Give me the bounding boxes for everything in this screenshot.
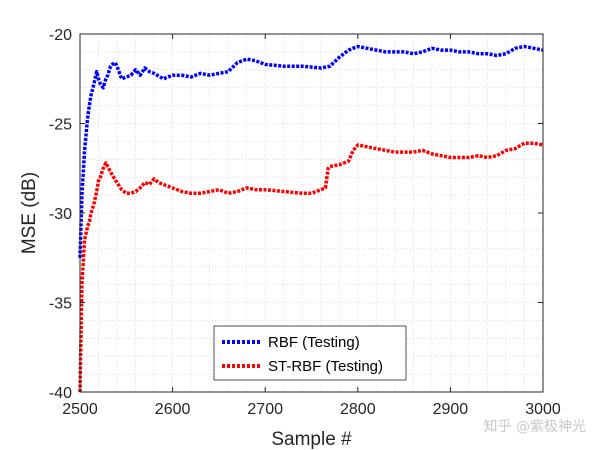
series-layer bbox=[78, 44, 544, 393]
x-axis-label: Sample # bbox=[271, 429, 352, 450]
y-tick-label: -20 bbox=[49, 27, 72, 44]
x-tick-label: 2700 bbox=[247, 401, 283, 418]
legend-label-rbf: RBF (Testing) bbox=[268, 334, 360, 351]
legend-box bbox=[213, 325, 407, 381]
y-tick-label: -30 bbox=[49, 206, 72, 223]
y-axis-label: MSE (dB) bbox=[19, 172, 40, 254]
x-tick-label: 3000 bbox=[525, 401, 561, 418]
legend-label-st-rbf: ST-RBF (Testing) bbox=[268, 358, 383, 375]
legend: RBF (Testing) ST-RBF (Testing) bbox=[213, 325, 407, 381]
x-tick-label: 2800 bbox=[340, 401, 376, 418]
x-tick-label: 2900 bbox=[433, 401, 469, 418]
axis-ticks: 2500 2600 2700 2800 2900 3000 -40 -35 -30 -25 -20 bbox=[49, 27, 561, 418]
series-line-st-rbf bbox=[78, 141, 544, 393]
y-tick-label: -25 bbox=[49, 117, 72, 134]
series-line-rbf bbox=[78, 44, 544, 258]
y-tick-label: -35 bbox=[49, 296, 72, 313]
y-tick-label: -40 bbox=[49, 385, 72, 402]
x-tick-label: 2500 bbox=[62, 401, 98, 418]
watermark-text: 知乎 @紫极神光 bbox=[483, 419, 586, 435]
x-tick-label: 2600 bbox=[155, 401, 191, 418]
